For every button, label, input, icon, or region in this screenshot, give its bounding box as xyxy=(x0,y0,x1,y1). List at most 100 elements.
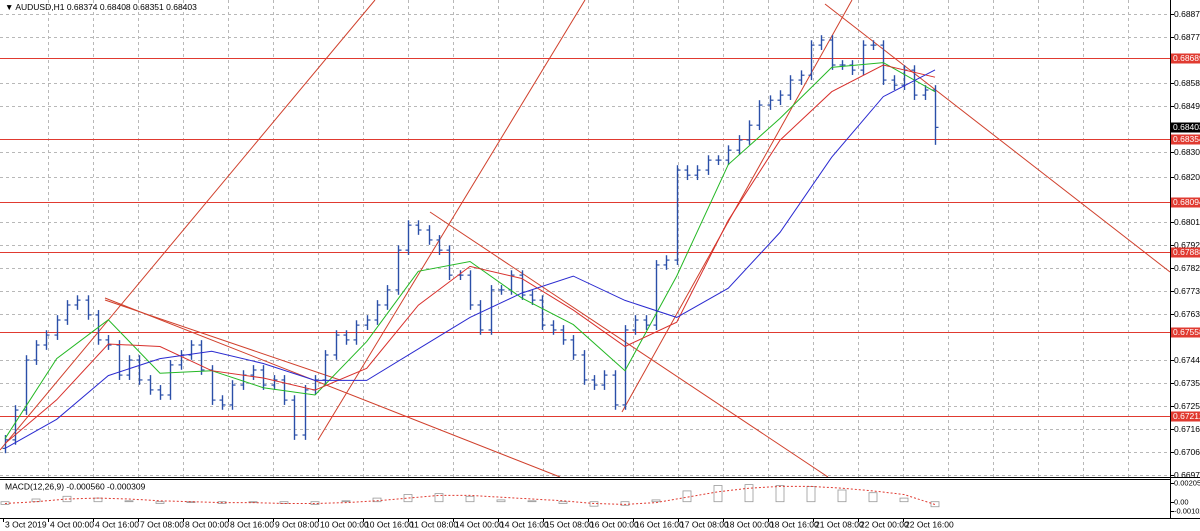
x-tick-label: 9 Oct 08:00 xyxy=(275,519,319,529)
macd-bar xyxy=(341,500,351,503)
y-tick-label: 0.66970 xyxy=(1174,470,1200,480)
macd-y-tick-label: 0.002056 xyxy=(1174,478,1200,487)
x-tick-label: 21 Oct 08:00 xyxy=(815,519,864,529)
price-level-label: 0.68689 xyxy=(1173,53,1200,63)
bar-high: 0.68408 xyxy=(100,2,131,12)
price-level-tag xyxy=(1171,247,1200,258)
macd-bar xyxy=(496,499,506,503)
y-tick-label: 0.67065 xyxy=(1174,447,1200,457)
macd-bar xyxy=(713,485,723,503)
chart-header: ▼ AUDUSD,H1 0.68374 0.68408 0.68351 0.68… xyxy=(5,2,197,12)
current-price-label: 0.68403 xyxy=(1173,122,1200,132)
price-level-tag xyxy=(1171,53,1200,64)
price-level-tag xyxy=(1171,134,1200,145)
y-tick-label: 0.68015 xyxy=(1174,217,1200,227)
macd-bar xyxy=(31,498,41,503)
x-tick-label: 14 Oct 16:00 xyxy=(500,519,549,529)
macd-bar xyxy=(279,501,289,504)
y-tick-label: 0.67635 xyxy=(1174,309,1200,319)
price-level-label: 0.68094 xyxy=(1173,197,1200,207)
x-tick-label: 7 Oct 08:00 xyxy=(140,519,184,529)
x-tick-label: 4 Oct 00:00 xyxy=(50,519,94,529)
macd-bar xyxy=(434,493,444,503)
macd-bar xyxy=(527,500,537,503)
bar-close: 0.68403 xyxy=(166,2,197,12)
x-tick-label: 18 Oct 16:00 xyxy=(770,519,819,529)
trend-line xyxy=(317,0,586,441)
plot xyxy=(0,35,1170,508)
grid xyxy=(0,0,1170,477)
moving-average xyxy=(4,64,936,444)
collapse-icon: ▼ xyxy=(5,2,15,12)
macd-bar xyxy=(62,495,72,503)
macd-bar xyxy=(930,501,940,508)
x-tick-label: 4 Oct 16:00 xyxy=(95,519,139,529)
macd-bar xyxy=(899,497,909,503)
x-tick-label: 16 Oct 00:00 xyxy=(590,519,639,529)
macd-bar xyxy=(682,490,692,503)
price-level-label: 0.68354 xyxy=(1173,134,1200,144)
trend-line xyxy=(104,297,561,477)
chart-title: AUDUSD,H1 xyxy=(15,2,64,12)
macd-bar xyxy=(868,492,878,503)
x-tick-label: 10 Oct 00:00 xyxy=(320,519,369,529)
macd-bar xyxy=(310,501,320,505)
y-tick-label: 0.67445 xyxy=(1174,355,1200,365)
macd-bar xyxy=(186,501,196,504)
macd-bar xyxy=(744,484,754,503)
current-price-tag xyxy=(1171,122,1200,133)
macd-bar xyxy=(124,500,134,503)
macd-label: MACD(12,26,9) -0.000560 -0.000309 xyxy=(5,481,146,491)
x-tick-label: 3 Oct 2019 xyxy=(5,519,47,529)
macd-bar xyxy=(155,501,165,504)
price-level-tag xyxy=(1171,327,1200,338)
y-tick-label: 0.68585 xyxy=(1174,78,1200,88)
macd-y-tick-label: -0.00102 xyxy=(1174,506,1200,515)
x-tick-label: 8 Oct 16:00 xyxy=(230,519,274,529)
x-tick-label: 10 Oct 16:00 xyxy=(365,519,414,529)
trend-line xyxy=(104,299,341,381)
moving-average xyxy=(4,69,936,449)
x-tick-label: 16 Oct 16:00 xyxy=(635,519,684,529)
macd-bar xyxy=(372,497,382,503)
x-tick-label: 22 Oct 00:00 xyxy=(860,519,909,529)
x-tick-label: 15 Oct 08:00 xyxy=(545,519,594,529)
macd-bar xyxy=(837,489,847,503)
x-tick-label: 17 Oct 08:00 xyxy=(680,519,729,529)
bar-low: 0.68351 xyxy=(133,2,164,12)
macd-bar xyxy=(465,495,475,503)
price-level-tag xyxy=(1171,411,1200,422)
macd-bar xyxy=(651,499,661,503)
price-level-label: 0.67558 xyxy=(1173,327,1200,337)
macd-y-tick-label: 0.00 xyxy=(1174,497,1189,506)
x-tick-label: 14 Oct 00:00 xyxy=(455,519,504,529)
trend-line xyxy=(0,0,376,451)
y-tick-label: 0.67825 xyxy=(1174,263,1200,273)
trend-line xyxy=(824,3,1170,273)
macd-signal xyxy=(4,485,936,505)
bar-open: 0.68374 xyxy=(67,2,98,12)
macd-bar xyxy=(558,501,568,504)
price-level-label: 0.67888 xyxy=(1173,247,1200,257)
price-level-tag xyxy=(1171,197,1200,208)
macd-bar xyxy=(620,501,630,506)
macd-bar xyxy=(403,494,413,503)
y-tick-label: 0.68775 xyxy=(1174,32,1200,42)
x-tick-label: 22 Oct 16:00 xyxy=(905,519,954,529)
price-level-label: 0.67212 xyxy=(1173,411,1200,421)
moving-average xyxy=(4,62,936,439)
y-tick-label: 0.67255 xyxy=(1174,401,1200,411)
macd-bar xyxy=(775,485,785,503)
x-tick-label: 11 Oct 08:00 xyxy=(410,519,458,529)
